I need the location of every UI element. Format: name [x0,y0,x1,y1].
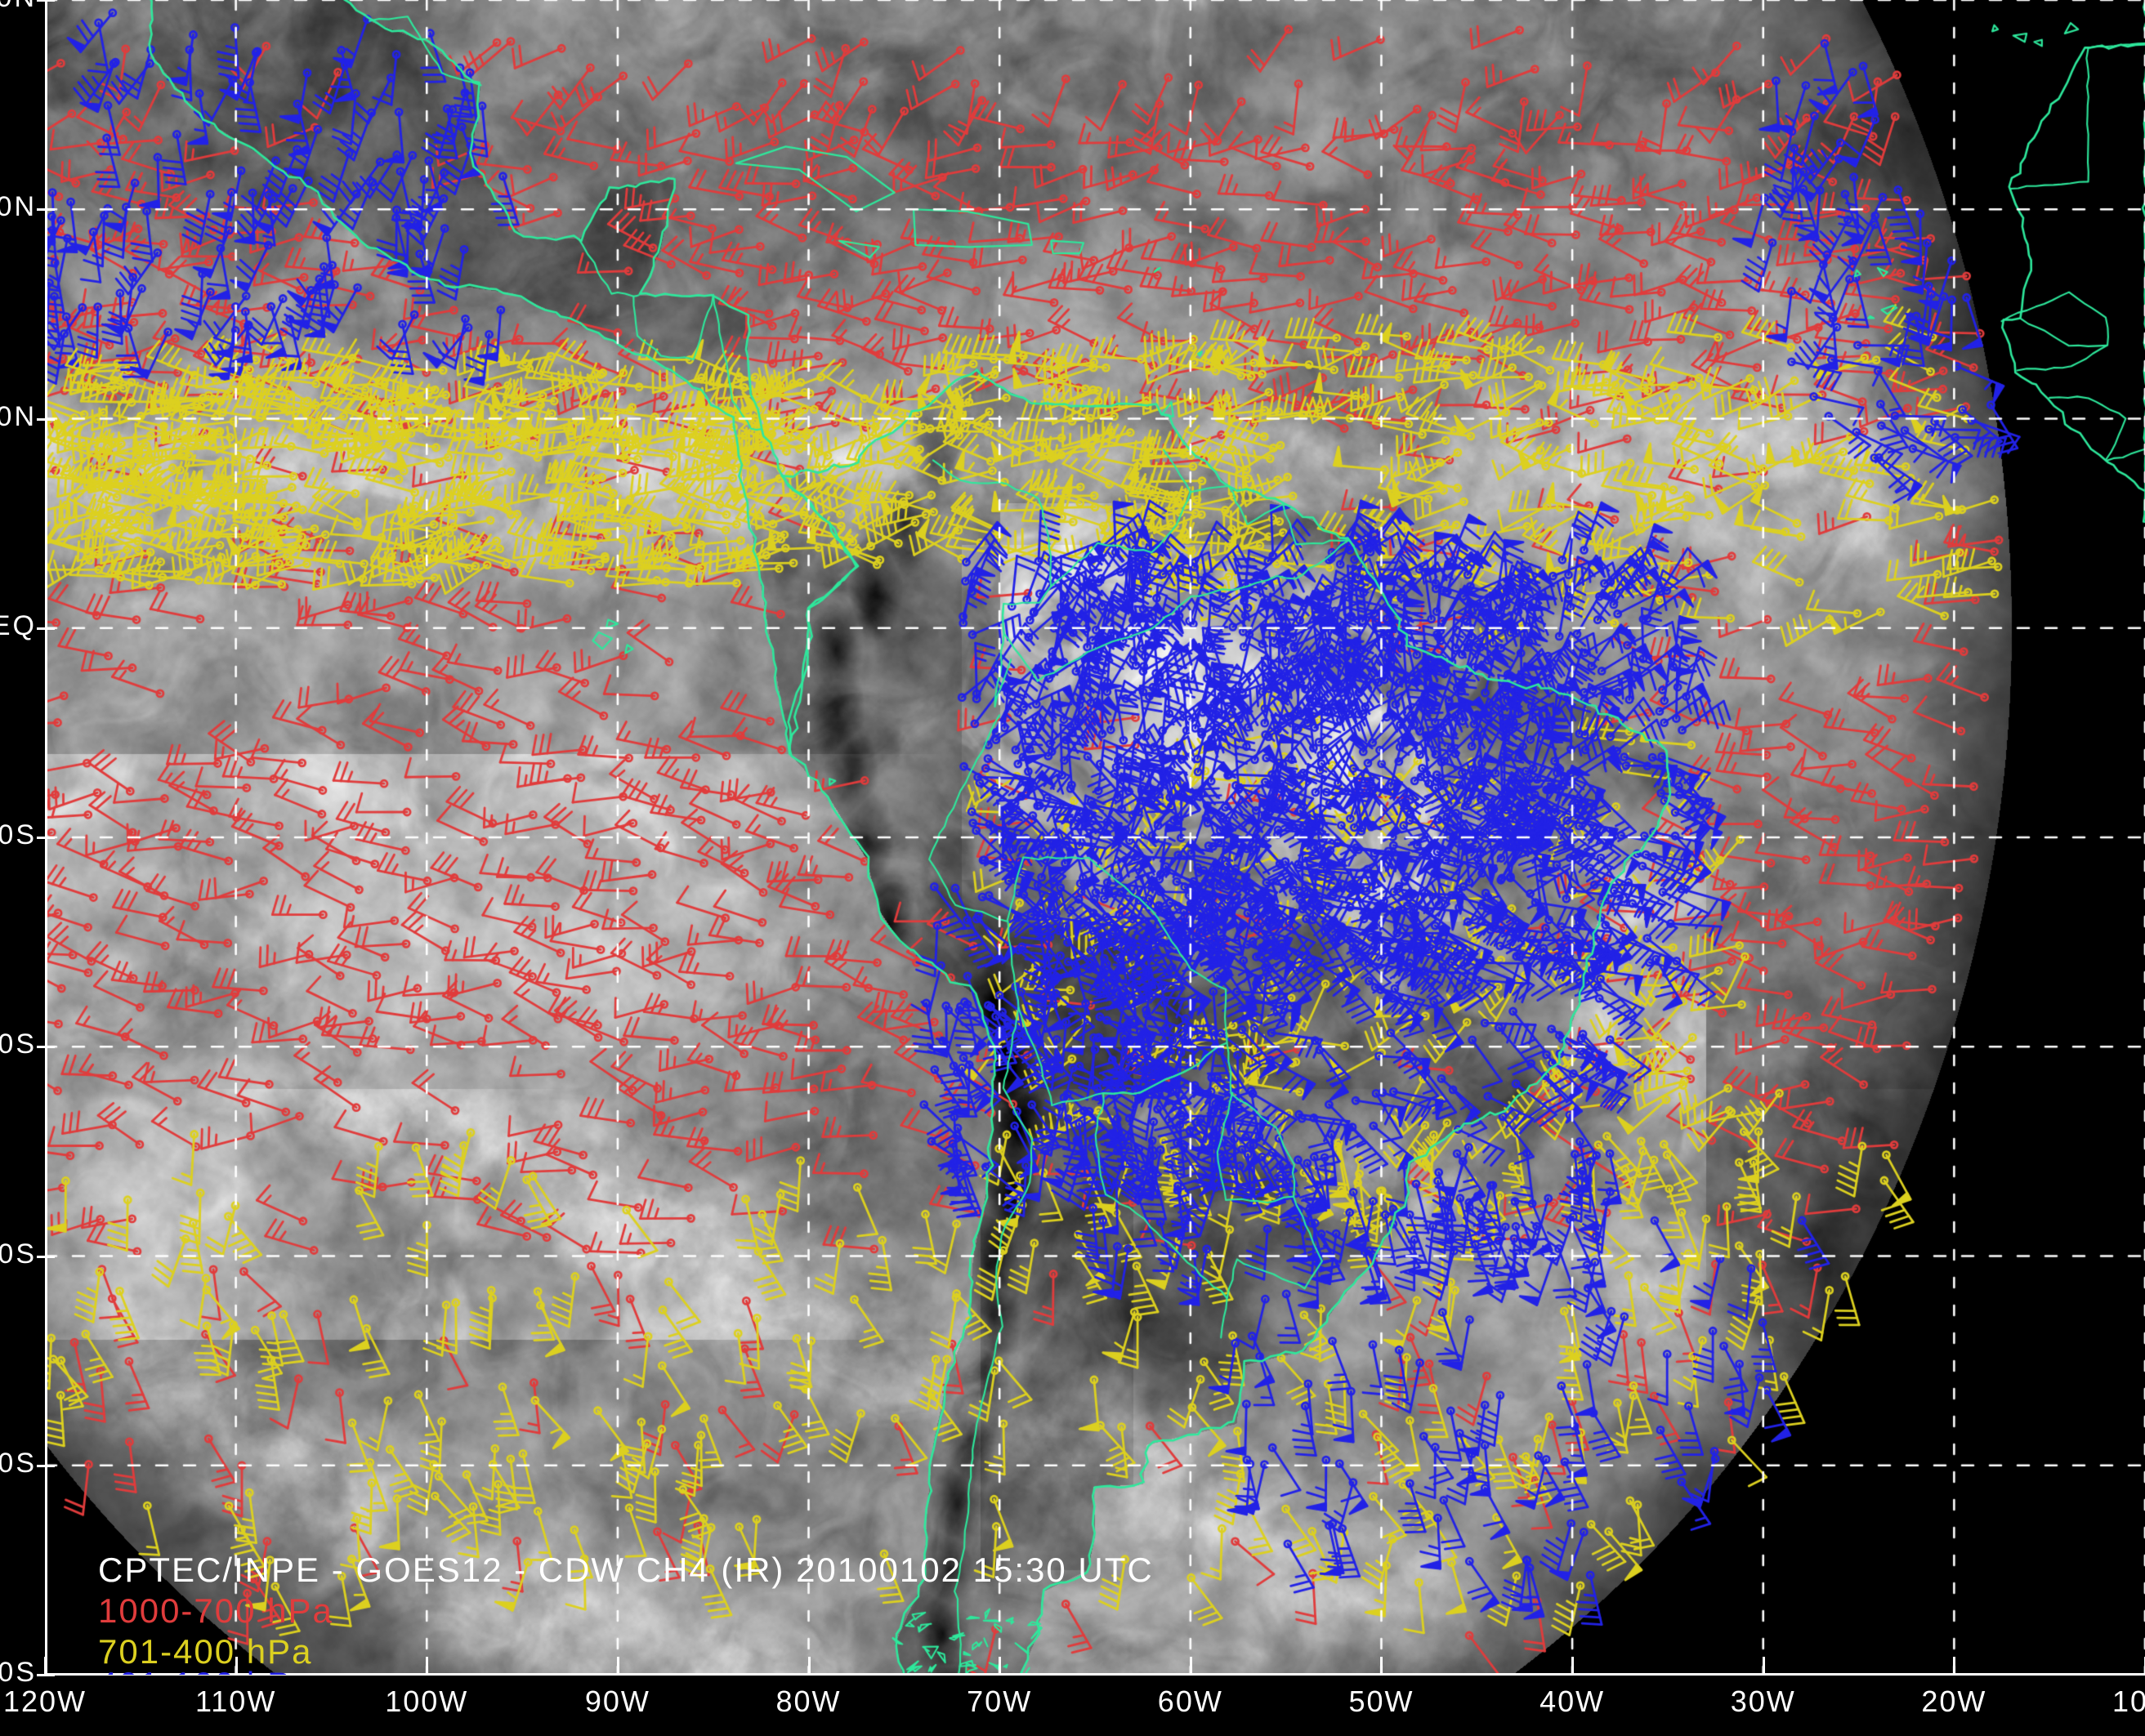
graticule-layer [45,0,2145,1675]
longitude-tick-mark [1380,1657,1383,1675]
latitude-tick-label: 30N [0,0,37,14]
longitude-tick-label: 10W [2111,1685,2145,1718]
latitude-tick-label: EQ [0,609,37,641]
longitude-tick-mark [44,1657,47,1675]
longitude-tick-mark [1571,1657,1575,1675]
chart-title: CPTEC/INPE - GOES12 - CDW CH4 (IR) 20100… [98,1551,1154,1589]
longitude-tick-label: 120W [2,1685,87,1718]
latitude-tick-mark [37,1674,55,1676]
latitude-tick-label: 20N [0,191,37,223]
longitude-tick-mark [1189,1657,1192,1675]
legend-item-high: 401-100 hPa [98,1667,313,1675]
latitude-tick-mark [37,627,55,630]
latitude-tick-label: 50S [0,1657,37,1688]
latitude-tick-label: 10N [0,400,37,432]
longitude-tick-label: 60W [1157,1685,1223,1718]
longitude-tick-label: 50W [1348,1685,1414,1718]
map-plot-area [45,0,2145,1675]
longitude-tick-mark [1762,1657,1765,1675]
latitude-tick-mark [37,1046,55,1049]
legend-item-high-clip: 401-100 hPa [45,1667,2145,1675]
latitude-tick-label: 40S [0,1447,37,1479]
latitude-tick-label: 20S [0,1029,37,1060]
longitude-tick-label: 90W [584,1685,650,1718]
latitude-tick-mark [37,208,55,212]
legend-item-low: 1000-700 hPa [98,1591,333,1630]
plot-frame-bottom [45,1673,2145,1676]
longitude-tick-label: 20W [1921,1685,1987,1718]
longitude-tick-mark [616,1657,619,1675]
latitude-tick-mark [37,1255,55,1258]
latitude-tick-mark [37,0,55,2]
longitude-tick-label: 70W [967,1685,1033,1718]
longitude-tick-label: 40W [1539,1685,1606,1718]
longitude-tick-mark [1953,1657,1956,1675]
latitude-tick-label: 30S [0,1238,37,1270]
longitude-tick-mark [235,1657,238,1675]
legend-item-mid: 701-400 hPa [98,1632,313,1671]
longitude-tick-mark [999,1657,1002,1675]
longitude-tick-mark [426,1657,429,1675]
longitude-tick-label: 110W [194,1685,277,1718]
longitude-tick-label: 30W [1730,1685,1796,1718]
latitude-tick-mark [37,837,55,839]
longitude-tick-mark [807,1657,811,1675]
longitude-tick-label: 80W [775,1685,842,1718]
latitude-tick-label: 10S [0,819,37,850]
longitude-tick-label: 100W [385,1685,469,1718]
latitude-tick-mark [37,417,55,421]
latitude-tick-mark [37,1464,55,1467]
